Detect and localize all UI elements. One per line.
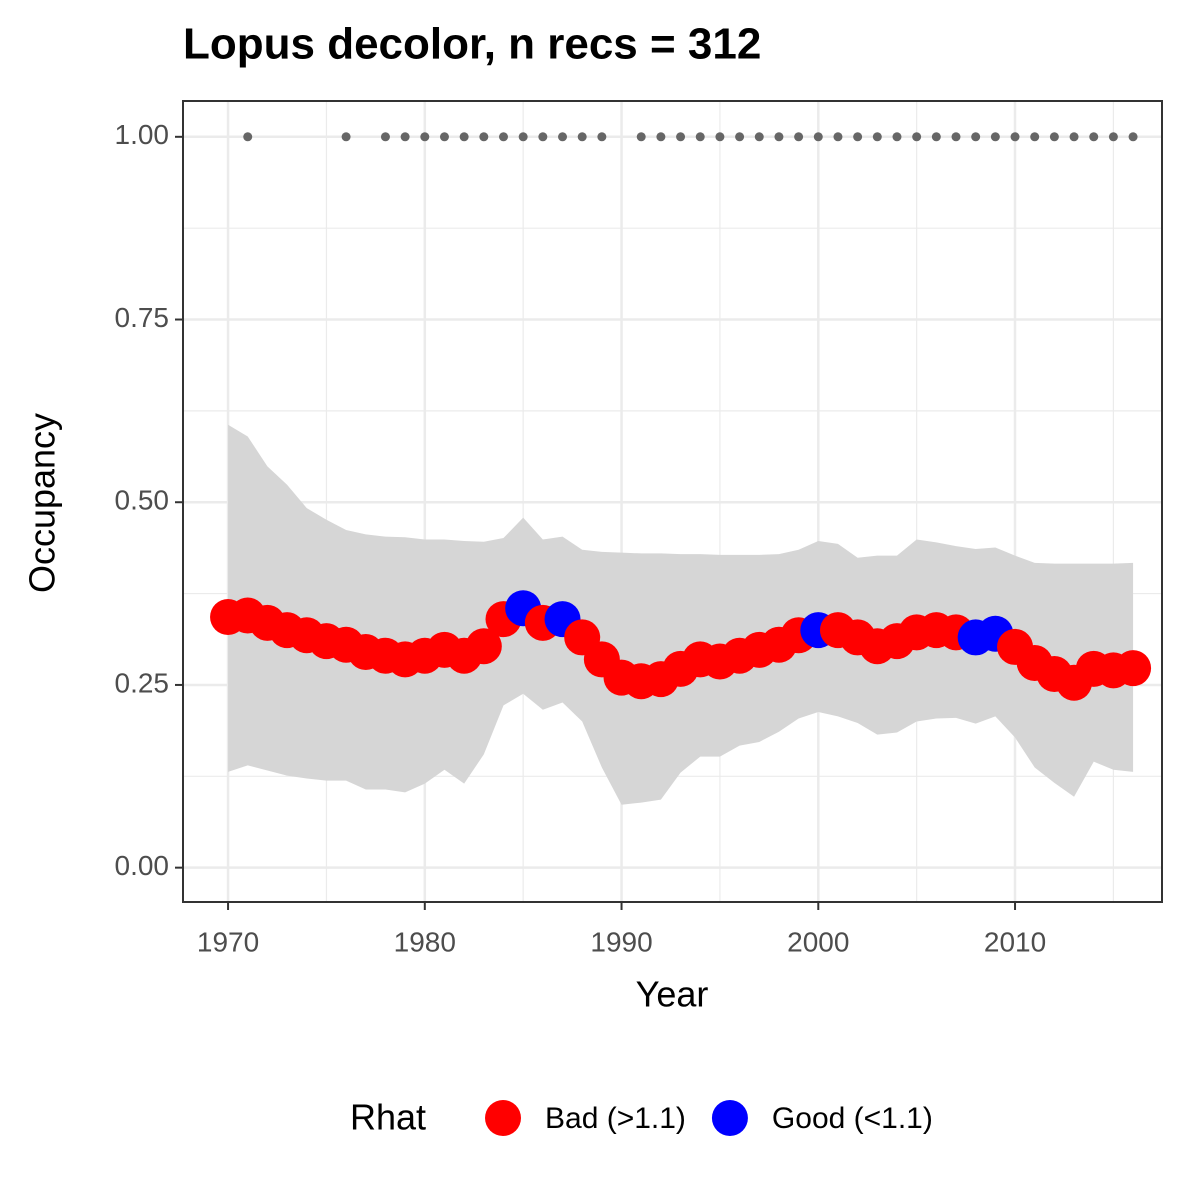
detection-dot [498,132,508,142]
detection-dot [872,132,882,142]
detection-dot [243,132,253,142]
detection-dot [971,132,981,142]
y-tick-label: 1.00 [115,119,170,150]
legend-swatch [485,1100,521,1136]
detection-dot [1089,132,1099,142]
detection-dot [656,132,666,142]
detection-dot [420,132,430,142]
detection-dot [695,132,705,142]
y-axis-title: Occupancy [22,413,63,593]
detection-dot [341,132,351,142]
occupancy-point [465,628,502,665]
detection-dot [715,132,725,142]
x-tick-label: 1990 [590,926,652,957]
legend-swatch [711,1100,748,1136]
x-axis-title: Year [636,974,709,1015]
y-tick-label: 0.50 [115,485,170,516]
x-tick-label: 2000 [787,926,849,957]
detection-dot [794,132,804,142]
detection-dot [577,132,587,142]
detection-dot [1010,132,1020,142]
detection-dot [676,132,686,142]
detection-dot [400,132,410,142]
legend-label: Bad (>1.1) [545,1102,686,1135]
legend-title: Rhat [350,1097,426,1138]
x-tick-label: 1980 [394,926,456,957]
detection-dot [1030,132,1040,142]
chart-title: Lopus decolor, n recs = 312 [183,20,761,69]
detection-dot [439,132,449,142]
detection-dot [735,132,745,142]
detection-dot [912,132,922,142]
detection-dot [518,132,528,142]
plot-area [210,132,1152,805]
credible-band [228,424,1134,805]
detection-dot [990,132,1000,142]
x-tick-label: 1970 [197,926,259,957]
detection-dot [1069,132,1079,142]
detection-dot [479,132,489,142]
detection-dot [833,132,843,142]
detection-dot [636,132,646,142]
occupancy-point [1115,650,1152,687]
detection-dot [951,132,961,142]
detection-dot [774,132,784,142]
detection-dot [892,132,902,142]
detection-dot [558,132,568,142]
legend: Bad (>1.1) Good (<1.1) [485,1100,933,1136]
y-tick-label: 0.75 [115,302,170,333]
axes: 0.00 0.25 0.50 0.75 1.00 1970 1980 1990 2000 2010 [115,119,1047,957]
detection-dot [813,132,823,142]
detection-dot [538,132,548,142]
detection-dot [853,132,863,142]
detection-dot [1108,132,1118,142]
detection-dot [931,132,941,142]
detection-dot [597,132,607,142]
y-tick-label: 0.25 [115,667,170,698]
detection-dot [1128,132,1138,142]
legend-label: Good (<1.1) [772,1102,933,1135]
detection-dot [1049,132,1059,142]
x-tick-label: 2010 [984,926,1046,957]
y-tick-label: 0.00 [115,850,170,881]
detection-dot [754,132,764,142]
detection-dot [380,132,390,142]
detection-dot [459,132,469,142]
